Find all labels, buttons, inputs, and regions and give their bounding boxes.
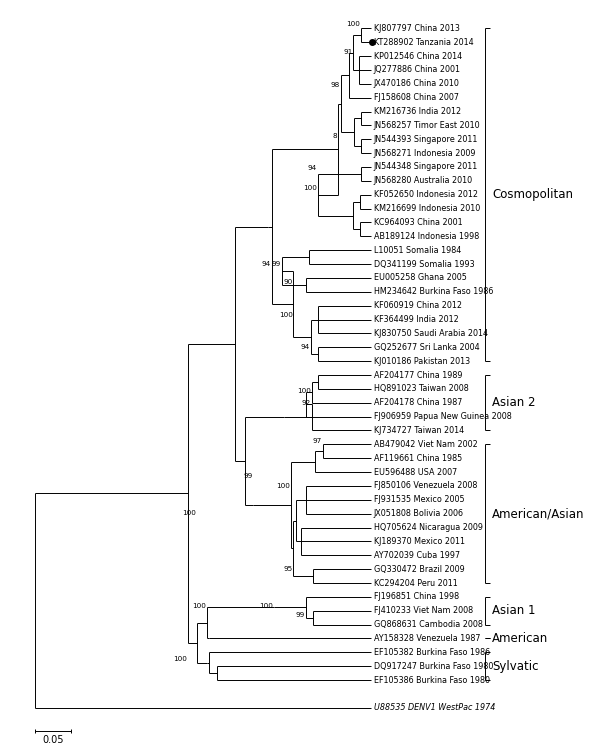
- Text: GQ252677 Sri Lanka 2004: GQ252677 Sri Lanka 2004: [373, 343, 479, 352]
- Text: Asian 2: Asian 2: [492, 396, 536, 410]
- Text: FJ196851 China 1998: FJ196851 China 1998: [373, 592, 458, 602]
- Text: 100: 100: [298, 388, 311, 394]
- Text: L10051 Somalia 1984: L10051 Somalia 1984: [373, 246, 461, 255]
- Text: 0.05: 0.05: [42, 735, 64, 745]
- Text: Asian 1: Asian 1: [492, 604, 536, 617]
- Text: GQ868631 Cambodia 2008: GQ868631 Cambodia 2008: [373, 620, 482, 629]
- Text: 100: 100: [182, 511, 196, 517]
- Text: EF105382 Burkina Faso 1986: EF105382 Burkina Faso 1986: [373, 648, 490, 657]
- Text: 95: 95: [283, 566, 293, 572]
- Text: 100: 100: [259, 603, 274, 609]
- Text: JN544348 Singapore 2011: JN544348 Singapore 2011: [373, 163, 478, 172]
- Text: 90: 90: [283, 279, 293, 285]
- Text: KT288902 Tanzania 2014: KT288902 Tanzania 2014: [373, 38, 473, 46]
- Text: EU596488 USA 2007: EU596488 USA 2007: [373, 467, 457, 476]
- Text: Cosmopolitan: Cosmopolitan: [492, 188, 573, 201]
- Text: HQ705624 Nicaragua 2009: HQ705624 Nicaragua 2009: [373, 523, 482, 532]
- Text: 100: 100: [277, 483, 290, 489]
- Text: 97: 97: [313, 438, 322, 444]
- Text: HQ891023 Taiwan 2008: HQ891023 Taiwan 2008: [373, 384, 468, 393]
- Text: KJ734727 Taiwan 2014: KJ734727 Taiwan 2014: [373, 426, 464, 435]
- Text: 94: 94: [301, 344, 310, 350]
- Text: Sylvatic: Sylvatic: [492, 660, 539, 673]
- Text: 8: 8: [332, 134, 337, 140]
- Text: KC964093 China 2001: KC964093 China 2001: [373, 218, 462, 227]
- Text: KJ807797 China 2013: KJ807797 China 2013: [373, 24, 460, 33]
- Text: DQ917247 Burkina Faso 1980: DQ917247 Burkina Faso 1980: [373, 662, 493, 670]
- Text: AF119661 China 1985: AF119661 China 1985: [373, 454, 462, 463]
- Text: 91: 91: [343, 49, 352, 55]
- Text: KJ189370 Mexico 2011: KJ189370 Mexico 2011: [373, 537, 464, 546]
- Text: EU005258 Ghana 2005: EU005258 Ghana 2005: [373, 274, 466, 283]
- Text: AY158328 Venezuela 1987: AY158328 Venezuela 1987: [373, 634, 480, 643]
- Text: EF105386 Burkina Faso 1980: EF105386 Burkina Faso 1980: [373, 676, 490, 685]
- Text: 94: 94: [262, 261, 271, 267]
- Text: 92: 92: [301, 400, 311, 406]
- Text: KM216736 India 2012: KM216736 India 2012: [373, 107, 461, 116]
- Text: KP012546 China 2014: KP012546 China 2014: [373, 52, 461, 61]
- Text: FJ931535 Mexico 2005: FJ931535 Mexico 2005: [373, 495, 464, 504]
- Text: AY702039 Cuba 1997: AY702039 Cuba 1997: [373, 550, 460, 560]
- Text: JN568257 Timor East 2010: JN568257 Timor East 2010: [373, 121, 480, 130]
- Text: JN568271 Indonesia 2009: JN568271 Indonesia 2009: [373, 148, 476, 158]
- Text: American: American: [492, 632, 548, 645]
- Text: 100: 100: [173, 656, 187, 662]
- Text: AB189124 Indonesia 1998: AB189124 Indonesia 1998: [373, 232, 479, 241]
- Text: 99: 99: [272, 261, 281, 267]
- Text: FJ850106 Venezuela 2008: FJ850106 Venezuela 2008: [373, 482, 477, 490]
- Text: JN568280 Australia 2010: JN568280 Australia 2010: [373, 176, 473, 185]
- Text: U88535 DENV1 WestPac 1974: U88535 DENV1 WestPac 1974: [373, 704, 495, 712]
- Text: FJ410233 Viet Nam 2008: FJ410233 Viet Nam 2008: [373, 606, 473, 615]
- Text: JX470186 China 2010: JX470186 China 2010: [373, 80, 460, 88]
- Text: GQ330472 Brazil 2009: GQ330472 Brazil 2009: [373, 565, 464, 574]
- Text: FJ158608 China 2007: FJ158608 China 2007: [373, 93, 458, 102]
- Text: JQ277886 China 2001: JQ277886 China 2001: [373, 65, 461, 74]
- Text: 100: 100: [192, 603, 206, 609]
- Text: AB479042 Viet Nam 2002: AB479042 Viet Nam 2002: [373, 440, 477, 448]
- Text: AF204177 China 1989: AF204177 China 1989: [373, 370, 462, 380]
- Text: HM234642 Burkina Faso 1986: HM234642 Burkina Faso 1986: [373, 287, 493, 296]
- Text: KM216699 Indonesia 2010: KM216699 Indonesia 2010: [373, 204, 480, 213]
- Text: KF052650 Indonesia 2012: KF052650 Indonesia 2012: [373, 190, 478, 200]
- Text: JN544393 Singapore 2011: JN544393 Singapore 2011: [373, 135, 478, 144]
- Text: DQ341199 Somalia 1993: DQ341199 Somalia 1993: [373, 260, 474, 268]
- Text: 94: 94: [308, 165, 317, 171]
- Text: JX051808 Bolivia 2006: JX051808 Bolivia 2006: [373, 509, 464, 518]
- Text: 100: 100: [303, 184, 317, 190]
- Text: KF364499 India 2012: KF364499 India 2012: [373, 315, 458, 324]
- Text: AF204178 China 1987: AF204178 China 1987: [373, 398, 462, 407]
- Text: KF060919 China 2012: KF060919 China 2012: [373, 302, 461, 310]
- Text: FJ906959 Papua New Guinea 2008: FJ906959 Papua New Guinea 2008: [373, 412, 511, 421]
- Text: KJ010186 Pakistan 2013: KJ010186 Pakistan 2013: [373, 357, 470, 366]
- Text: American/Asian: American/Asian: [492, 507, 585, 520]
- Text: 100: 100: [347, 21, 361, 27]
- Text: KJ830750 Saudi Arabia 2014: KJ830750 Saudi Arabia 2014: [373, 329, 487, 338]
- Text: 99: 99: [244, 473, 253, 479]
- Text: 100: 100: [279, 312, 293, 318]
- Text: KC294204 Peru 2011: KC294204 Peru 2011: [373, 578, 457, 587]
- Text: 99: 99: [296, 612, 305, 618]
- Text: 98: 98: [331, 82, 340, 88]
